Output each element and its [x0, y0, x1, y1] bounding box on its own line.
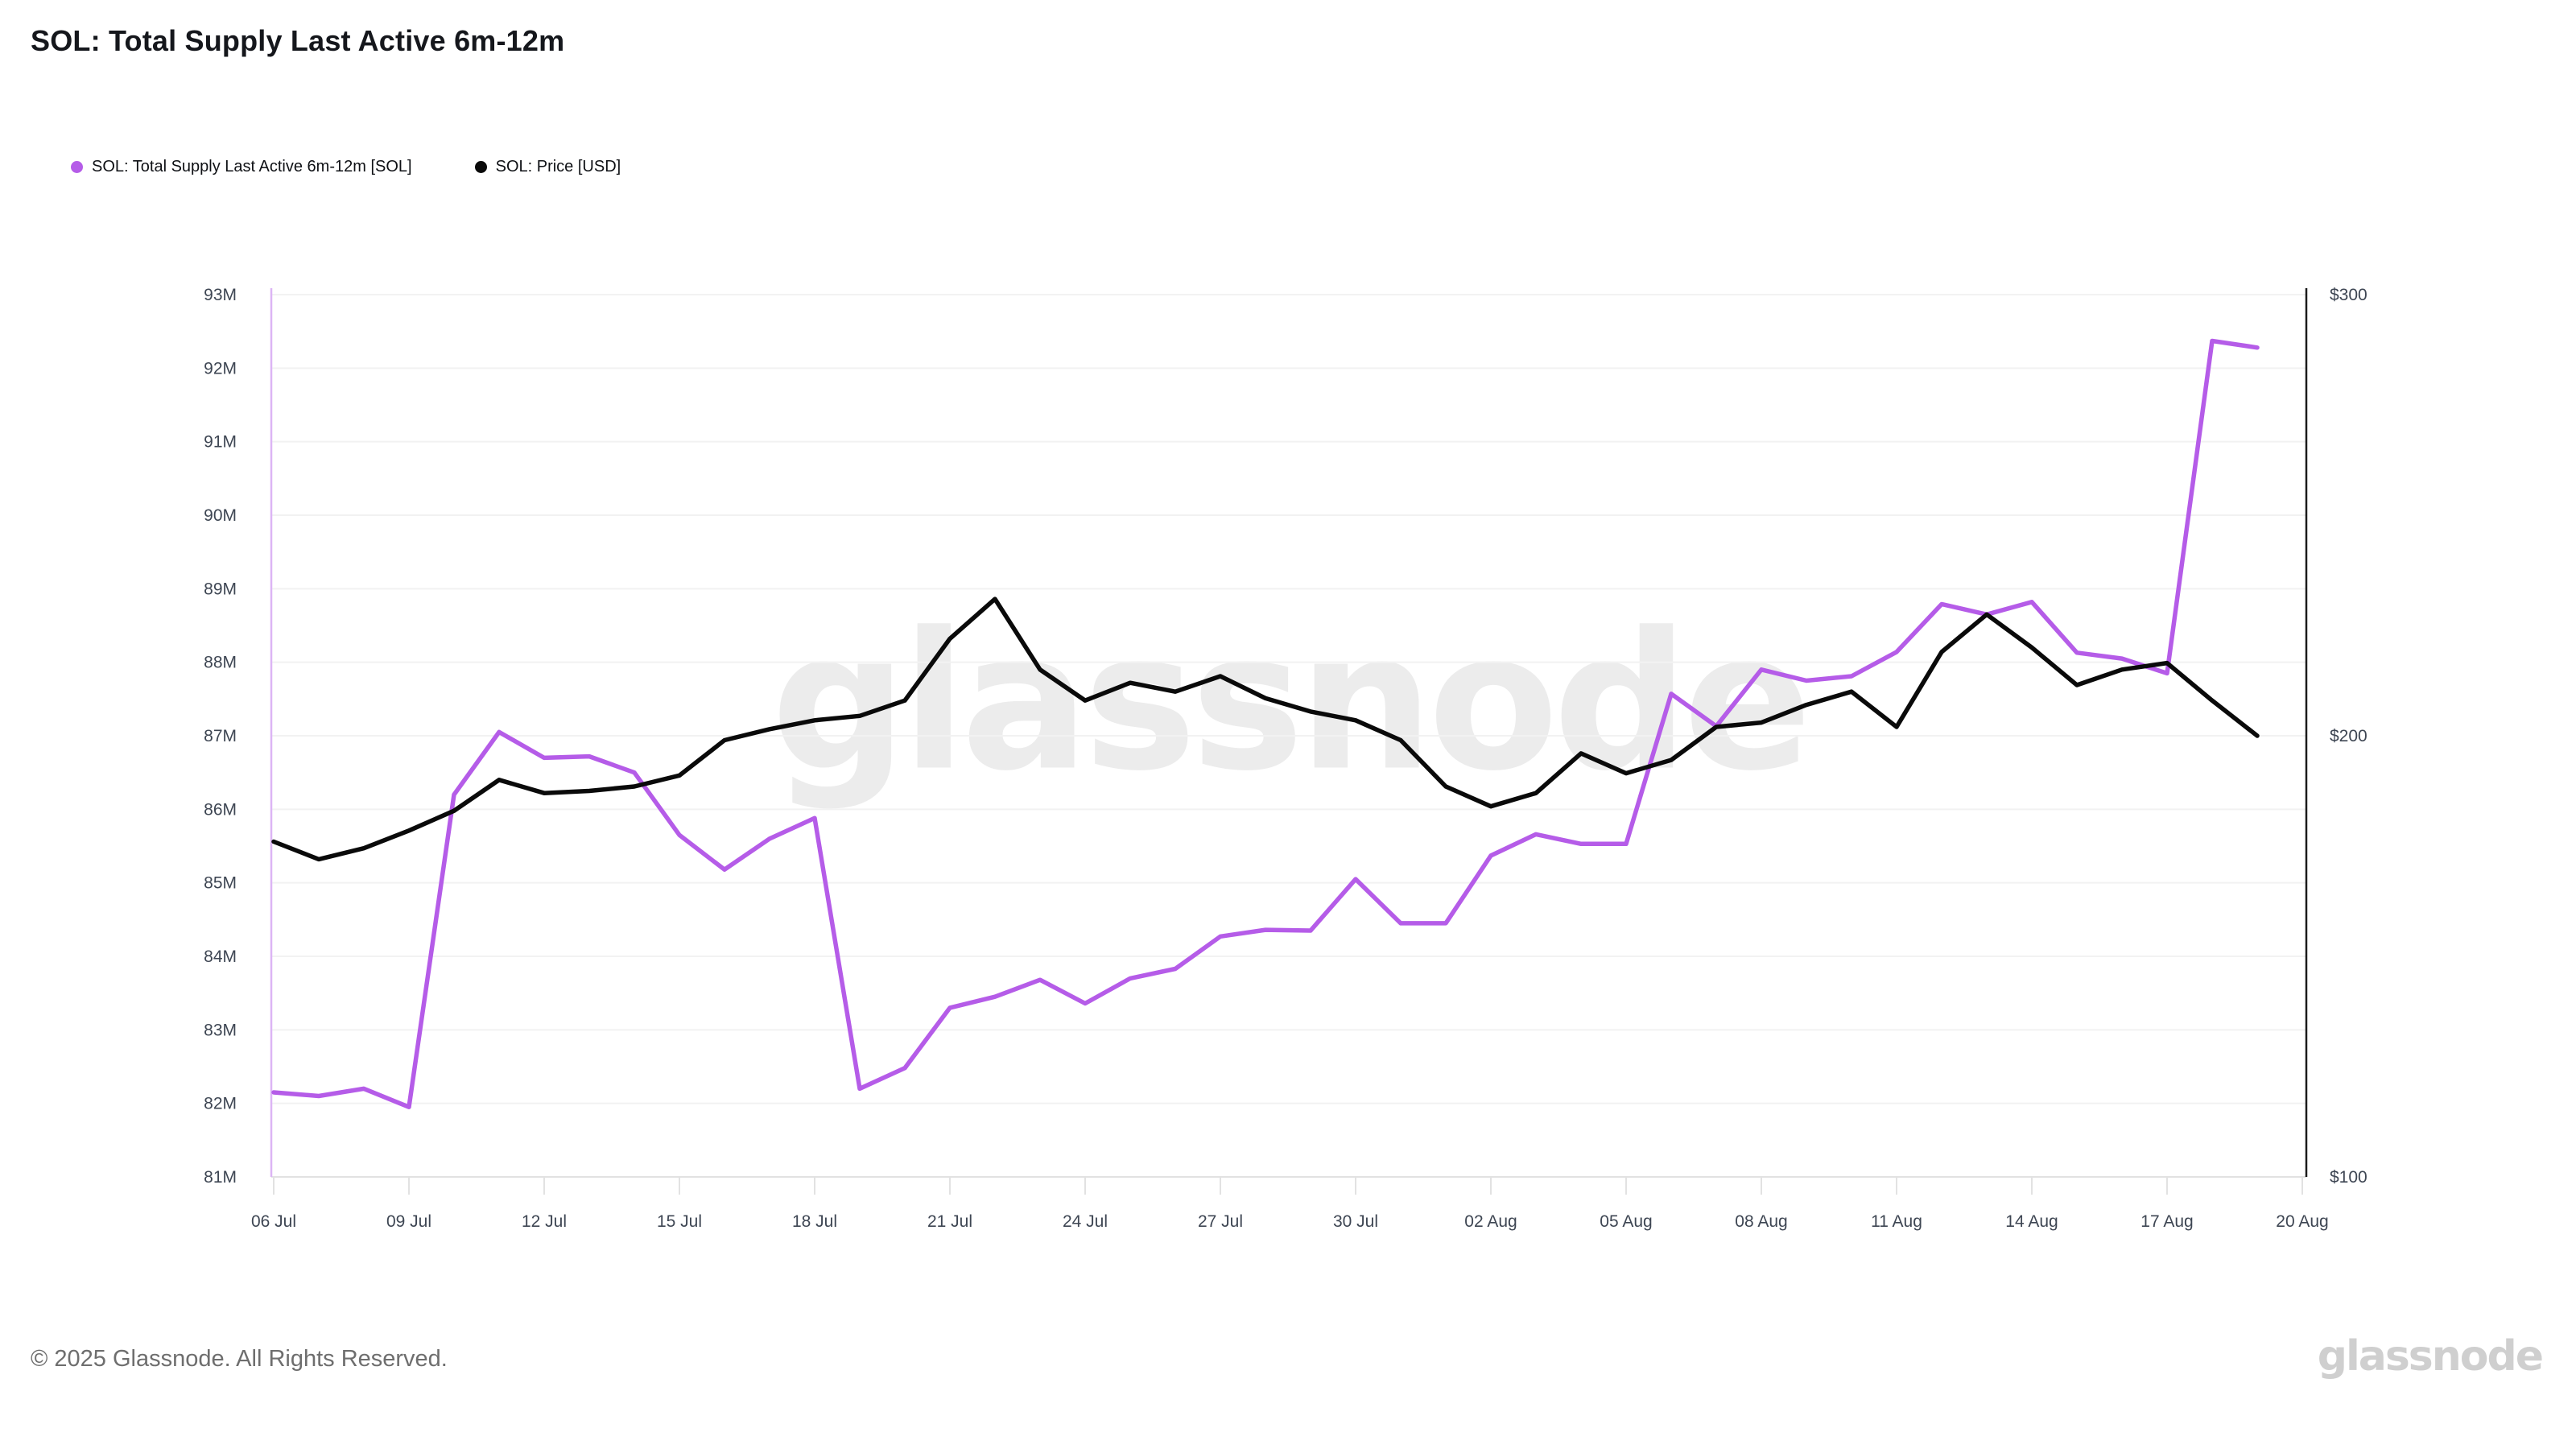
legend-label-price: SOL: Price [USD]	[495, 158, 621, 175]
footer-copyright: © 2025 Glassnode. All Rights Reserved.	[31, 1346, 448, 1372]
y-left-tick-label: 88M	[204, 654, 237, 672]
x-tick-label: 27 Jul	[1198, 1212, 1243, 1231]
x-tick-label: 05 Aug	[1600, 1212, 1652, 1231]
y-left-tick-label: 91M	[204, 433, 237, 452]
chart-title: SOL: Total Supply Last Active 6m-12m	[31, 24, 565, 57]
y-left-tick-label: 90M	[204, 506, 237, 525]
price-line	[271, 597, 2260, 862]
supply-line	[271, 338, 2260, 1109]
x-tick-label: 06 Jul	[251, 1212, 296, 1231]
y-left-tick-label: 93M	[204, 286, 237, 304]
y-left-tick-label: 82M	[204, 1095, 237, 1113]
x-tick-label: 15 Jul	[657, 1212, 702, 1231]
glassnode-watermark: glassnode	[770, 591, 1812, 813]
x-tick-label: 11 Aug	[1871, 1212, 1922, 1231]
legend-dot-supply-icon	[71, 161, 83, 173]
y-right-tick-label: $200	[2330, 727, 2368, 745]
x-tick-label: 02 Aug	[1464, 1212, 1517, 1231]
y-left-tick-label: 86M	[204, 800, 237, 819]
y-right-tick-label: $100	[2330, 1168, 2368, 1187]
y-left-tick-label: 85M	[204, 874, 237, 893]
x-tick-label: 14 Aug	[2005, 1212, 2058, 1231]
y-left-tick-label: 89M	[204, 580, 237, 598]
y-left-tick-label: 92M	[204, 359, 237, 378]
x-tick-label: 09 Jul	[386, 1212, 431, 1231]
glassnode-logo: glassnode	[2317, 1332, 2544, 1381]
legend-item-supply[interactable]: SOL: Total Supply Last Active 6m-12m [SO…	[71, 158, 412, 176]
legend-label-supply: SOL: Total Supply Last Active 6m-12m [SO…	[92, 158, 412, 175]
x-tick-label: 30 Jul	[1333, 1212, 1378, 1231]
x-tick-label: 08 Aug	[1735, 1212, 1787, 1231]
y-left-tick-label: 87M	[204, 727, 237, 745]
legend-item-price[interactable]: SOL: Price [USD]	[474, 158, 621, 176]
x-tick-label: 20 Aug	[2276, 1212, 2328, 1231]
y-left-tick-label: 83M	[204, 1021, 237, 1039]
y-left-tick-label: 81M	[204, 1168, 237, 1187]
x-tick-label: 18 Jul	[792, 1212, 837, 1231]
legend: SOL: Total Supply Last Active 6m-12m [SO…	[71, 158, 621, 176]
x-tick-label: 12 Jul	[522, 1212, 567, 1231]
x-tick-label: 21 Jul	[927, 1212, 972, 1231]
y-right-tick-label: $300	[2330, 286, 2368, 304]
legend-dot-price-icon	[474, 161, 487, 173]
x-tick-label: 17 Aug	[2140, 1212, 2193, 1231]
y-left-tick-label: 84M	[204, 947, 237, 966]
x-tick-label: 24 Jul	[1063, 1212, 1108, 1231]
